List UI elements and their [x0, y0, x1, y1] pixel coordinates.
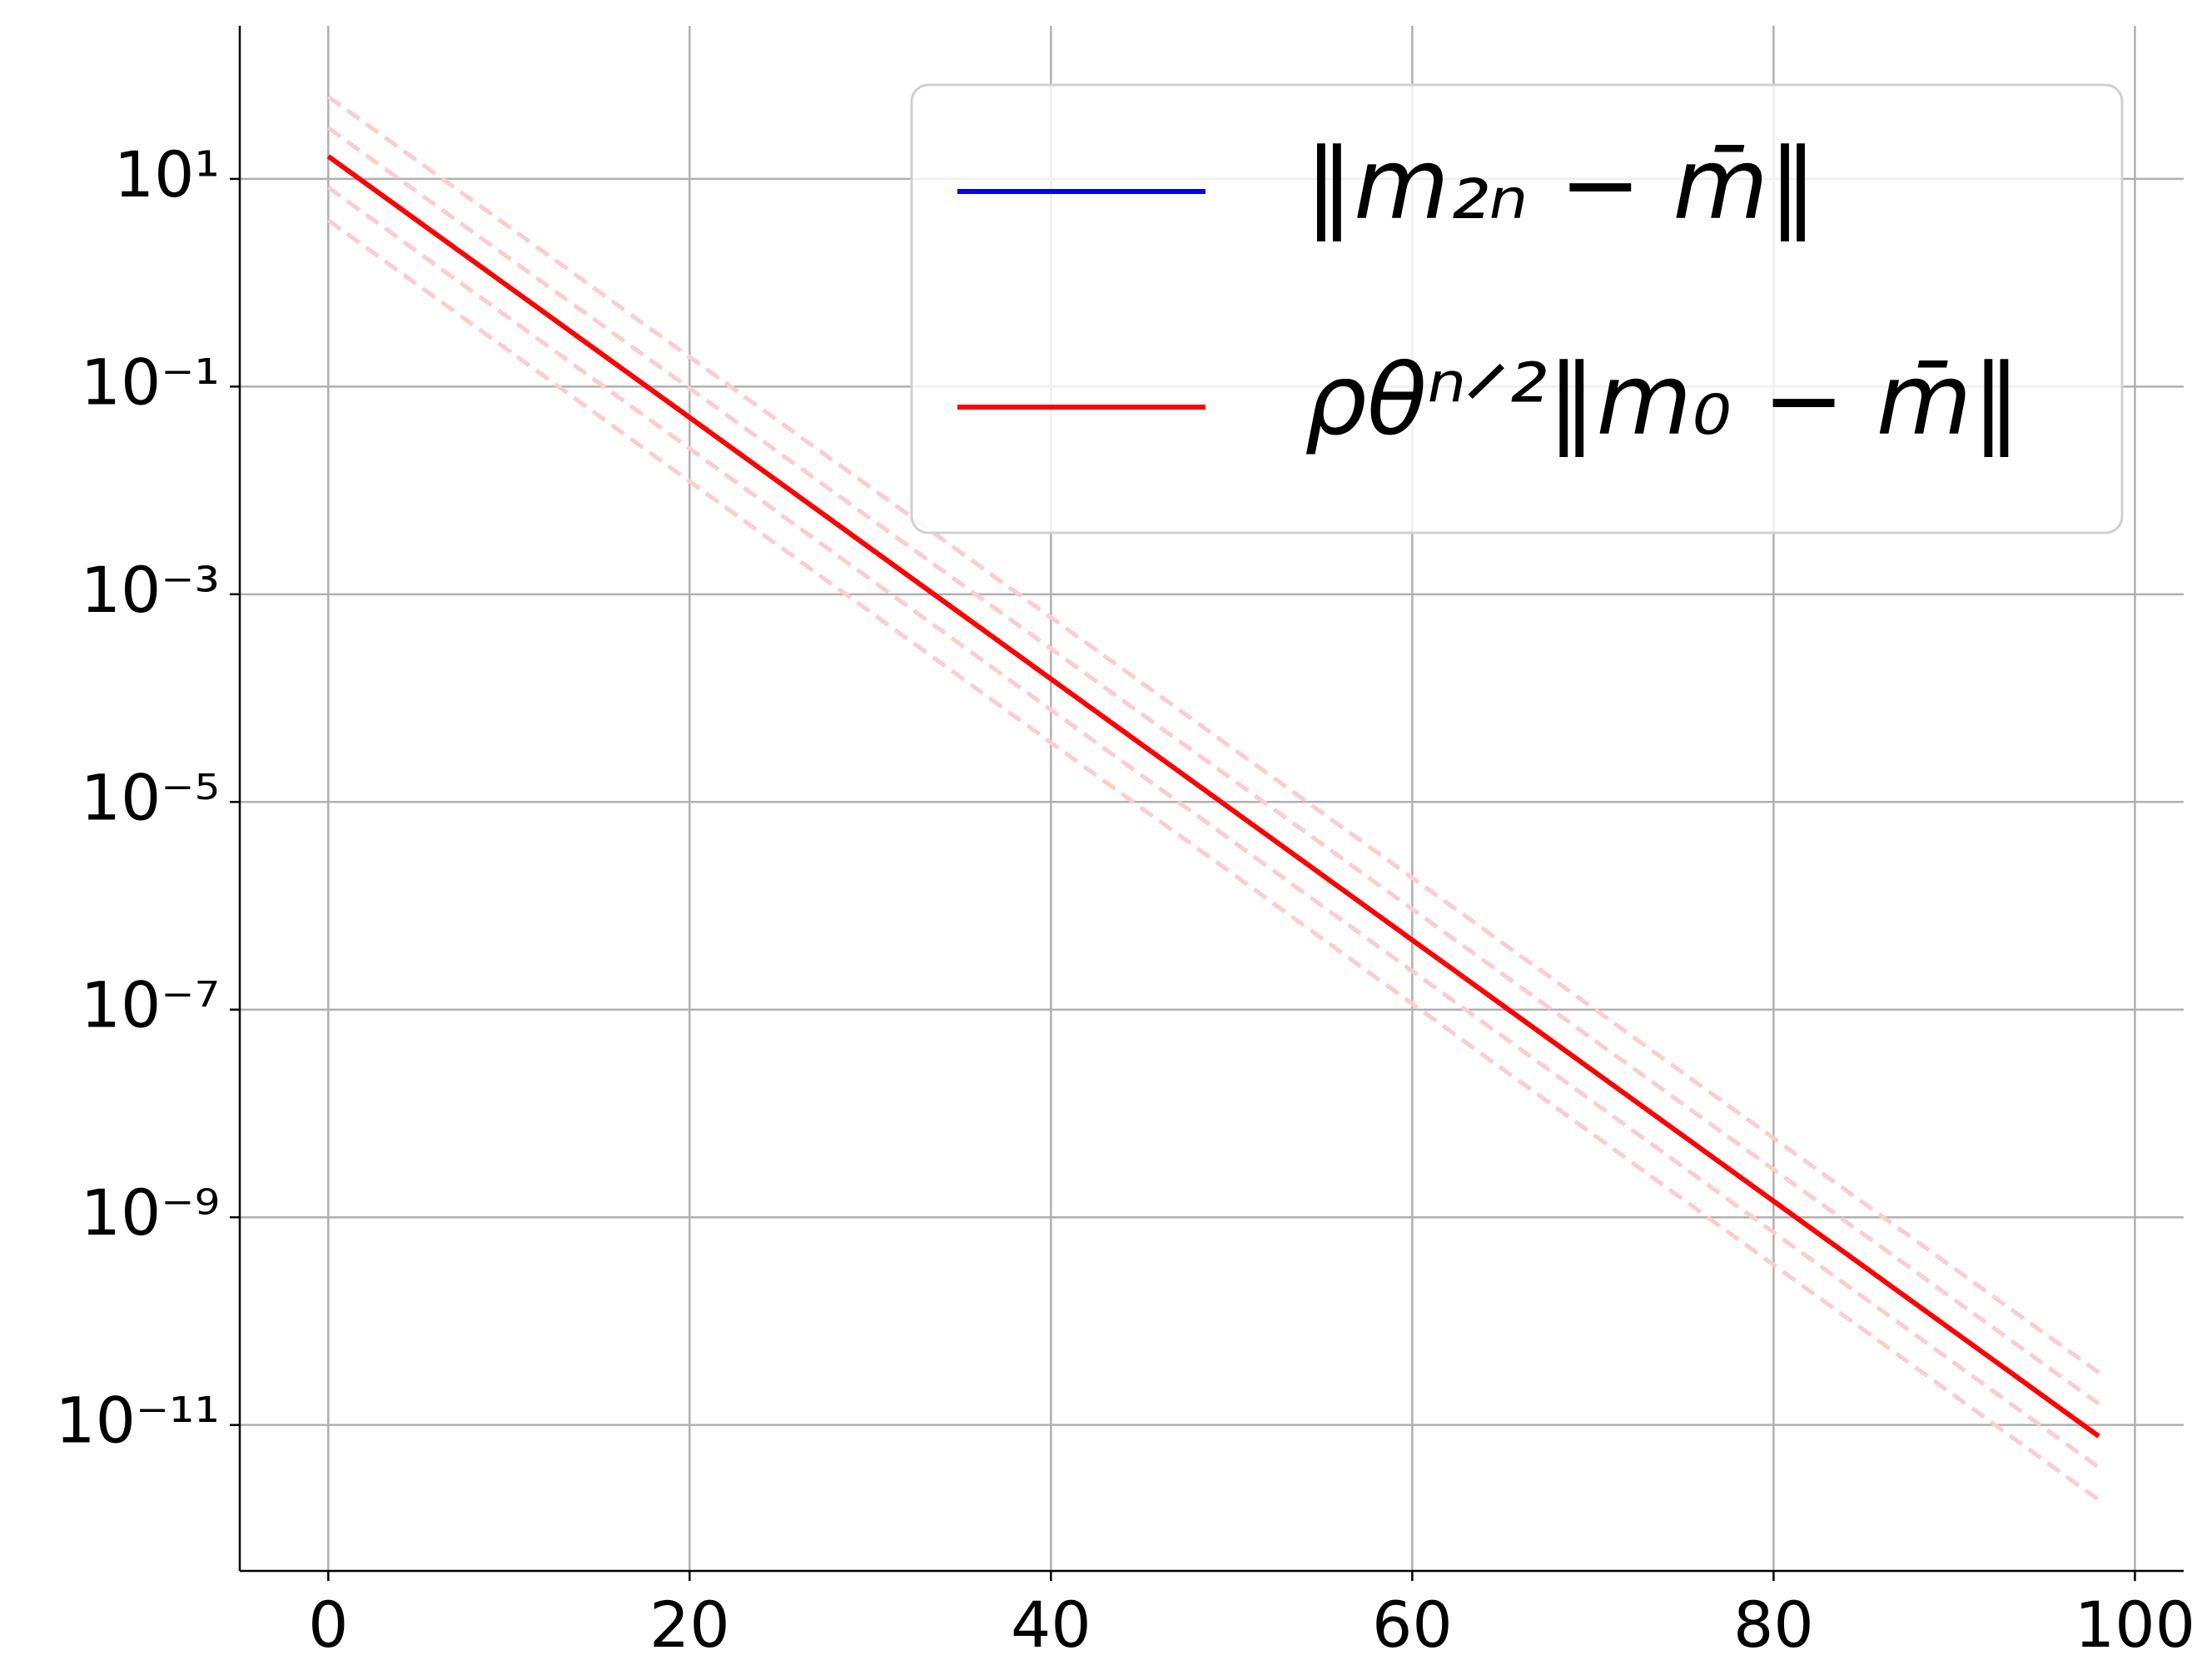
legend: ‖m₂ₙ − m̄‖ ρθⁿᐟ²‖m₀ − m̄‖: [910, 83, 2124, 534]
y-tick-label: 10⁻⁵: [81, 760, 220, 834]
reference-line: [326, 95, 2100, 1374]
y-tick-label: 10⁻¹: [81, 345, 220, 419]
legend-label: ‖m₂ₙ − m̄‖: [1305, 127, 1817, 241]
legend-box: [910, 83, 2124, 534]
y-tick-label: 10⁻⁷: [81, 968, 220, 1042]
legend-label: ρθⁿᐟ²‖m₀ − m̄‖: [1305, 342, 2021, 457]
x-tick-label: 60: [1372, 1588, 1453, 1662]
x-tick-label: 0: [308, 1588, 348, 1662]
x-tick-label: 40: [1011, 1588, 1091, 1662]
reference-line: [326, 218, 2100, 1502]
series-line: [326, 154, 2100, 1439]
x-tick-label: 20: [649, 1588, 730, 1662]
y-tick-label: 10⁻⁹: [81, 1176, 220, 1250]
x-tick-label: 80: [1733, 1588, 1814, 1662]
y-tick-label: 10¹: [114, 137, 220, 211]
y-tick-label: 10⁻³: [81, 553, 220, 627]
reference-line: [326, 185, 2100, 1469]
x-tick-label: 100: [2075, 1588, 2195, 1662]
reference-line: [326, 126, 2100, 1406]
y-tick-label: 10⁻¹¹: [55, 1384, 220, 1458]
